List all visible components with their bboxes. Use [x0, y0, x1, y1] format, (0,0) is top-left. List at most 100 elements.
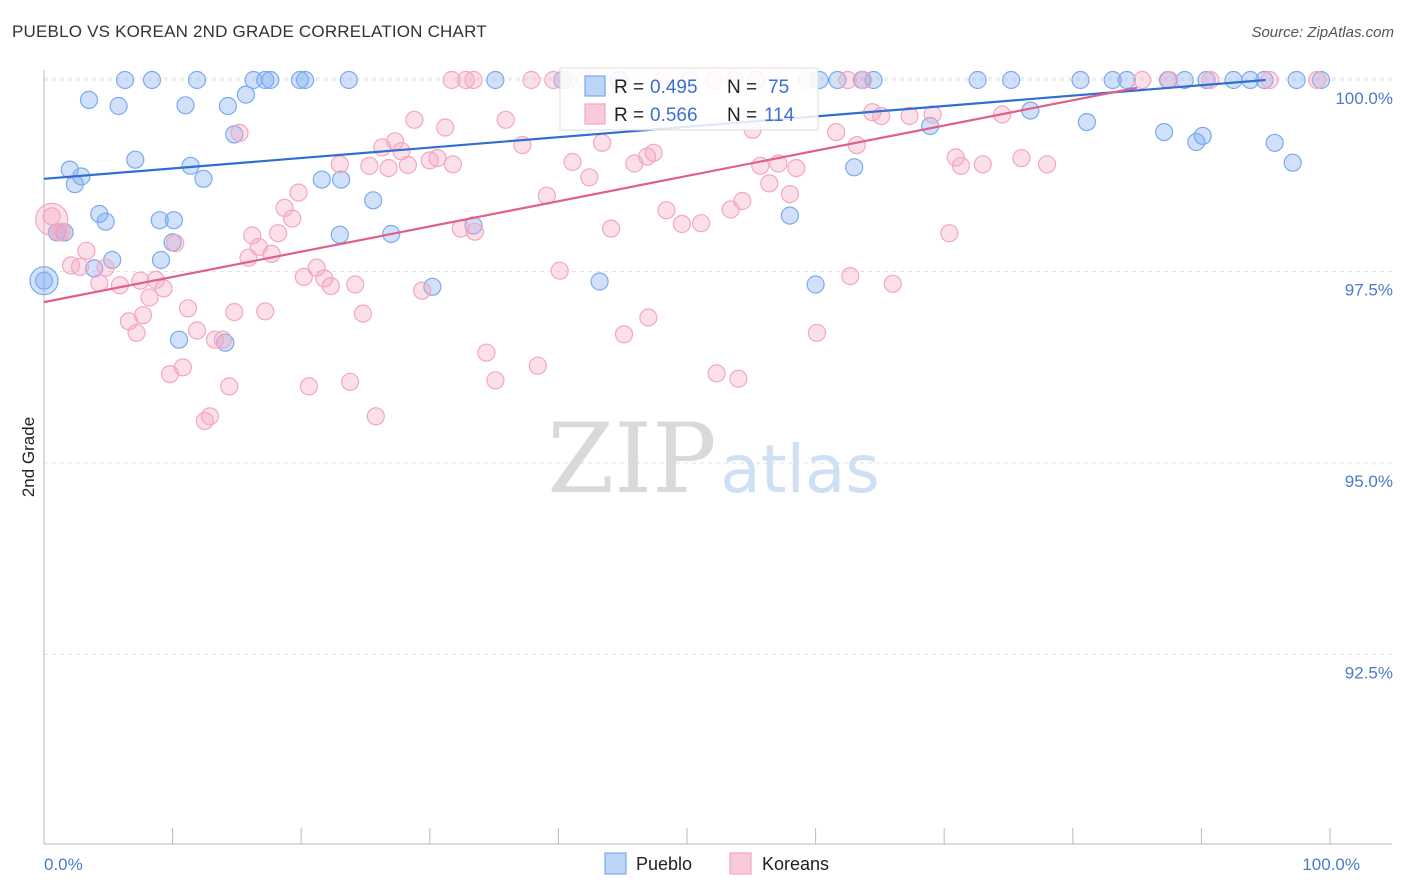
data-point-pueblo [296, 70, 315, 90]
data-point-koreans [486, 371, 505, 390]
x-tick-label: 100.0% [1302, 855, 1360, 874]
data-point-koreans [436, 118, 455, 137]
data-point-koreans [760, 174, 779, 193]
data-point-koreans [405, 110, 424, 129]
data-point-koreans [528, 356, 547, 375]
data-point-koreans [131, 271, 150, 290]
data-point-pueblo [65, 175, 85, 194]
data-point-koreans [841, 267, 860, 286]
data-point-koreans [550, 261, 569, 280]
data-point-koreans [96, 258, 115, 277]
data-point-koreans [951, 156, 971, 175]
series-pueblo-points [34, 70, 1331, 352]
data-point-koreans [838, 70, 857, 90]
data-point-koreans [413, 281, 432, 300]
data-point-koreans [428, 149, 447, 168]
data-point-koreans [360, 156, 379, 175]
stats-r-value-pueblo: 0.495 [650, 77, 698, 98]
data-point-koreans [900, 106, 919, 126]
data-point-koreans [442, 70, 461, 90]
data-point-koreans [639, 308, 658, 327]
data-point-koreans [1012, 149, 1031, 168]
bottom-legend: Pueblo Koreans [604, 852, 829, 875]
data-point-pueblo [1187, 132, 1206, 152]
data-point-koreans [580, 168, 599, 187]
data-point-koreans [465, 222, 484, 241]
data-point-koreans [289, 183, 308, 202]
data-point-koreans [973, 155, 992, 174]
data-point-koreans [1037, 155, 1057, 174]
data-point-pueblo [176, 96, 195, 115]
data-point-koreans [847, 136, 866, 155]
chart-title: PUEBLO VS KOREAN 2ND GRADE CORRELATION C… [12, 22, 487, 41]
data-point-koreans [346, 275, 365, 294]
data-point-pueblo [780, 206, 800, 225]
data-point-pueblo [864, 70, 883, 90]
data-point-pueblo [1117, 70, 1136, 90]
data-point-pueblo [312, 170, 331, 189]
data-point-pueblo [845, 158, 864, 177]
data-point-koreans [787, 159, 806, 178]
data-point-pueblo [115, 70, 135, 90]
data-point-koreans [398, 155, 417, 175]
data-point-koreans [614, 325, 634, 344]
data-point-pueblo [79, 90, 99, 110]
legend-label-koreans: Koreans [762, 854, 829, 874]
stats-swatch-pueblo [584, 75, 606, 97]
data-point-pueblo [256, 70, 275, 90]
data-point-koreans [220, 377, 239, 396]
data-point-koreans [563, 152, 582, 172]
data-point-pueblo [34, 271, 54, 290]
data-point-koreans [353, 304, 372, 323]
data-point-koreans [225, 303, 244, 322]
data-point-koreans [70, 257, 90, 276]
data-point-pueblo [1103, 70, 1122, 90]
data-point-koreans [1133, 70, 1152, 90]
data-point-pueblo [1001, 70, 1021, 90]
data-point-pueblo [332, 170, 351, 189]
data-point-koreans [854, 70, 873, 90]
data-point-koreans [883, 274, 902, 293]
data-point-koreans [456, 70, 475, 90]
data-point-pueblo [330, 225, 349, 244]
data-point-pueblo [236, 85, 255, 104]
data-point-koreans [496, 110, 515, 129]
data-point-koreans [341, 372, 360, 391]
legend-swatch-pueblo [604, 852, 627, 875]
data-point-koreans [644, 143, 663, 162]
data-point-pueblo [290, 70, 309, 90]
data-point-pueblo [194, 169, 213, 188]
data-point-pueblo [1265, 133, 1284, 152]
data-point-koreans [464, 70, 483, 90]
y-tick-label: 95.0% [1345, 472, 1393, 491]
data-point-pueblo [169, 330, 189, 349]
trend-line-koreans [43, 86, 1138, 304]
data-point-koreans [154, 279, 173, 298]
data-point-pueblo [126, 150, 145, 169]
data-point-koreans [90, 273, 109, 293]
data-point-pueblo [423, 277, 442, 296]
data-point-koreans [262, 244, 281, 263]
data-point-pueblo [1077, 112, 1097, 132]
data-point-koreans [230, 123, 249, 142]
data-point-koreans [42, 207, 61, 226]
data-point-koreans-large [35, 202, 69, 237]
data-point-koreans [243, 226, 262, 245]
data-point-pueblo [590, 272, 609, 291]
data-point-koreans [923, 105, 942, 124]
stats-n-value-pueblo: 75 [768, 77, 789, 98]
data-point-pueblo [164, 211, 183, 230]
stats-legend: R = 0.495 N = 75 R = 0.566 N = 114 [559, 67, 819, 131]
data-point-koreans [61, 256, 81, 275]
watermark: ZIP atlas [547, 403, 879, 515]
stats-r-label-pueblo: R = [614, 77, 644, 98]
data-point-koreans [443, 155, 462, 174]
data-point-koreans [178, 299, 198, 318]
data-point-koreans [601, 219, 621, 238]
data-point-pueblo [1311, 70, 1331, 90]
data-point-pueblo [486, 70, 505, 90]
y-tick-label: 100.0% [1335, 89, 1393, 108]
data-point-pueblo-large [29, 266, 59, 296]
data-point-pueblo [216, 333, 235, 352]
legend-label-pueblo: Pueblo [636, 854, 692, 874]
